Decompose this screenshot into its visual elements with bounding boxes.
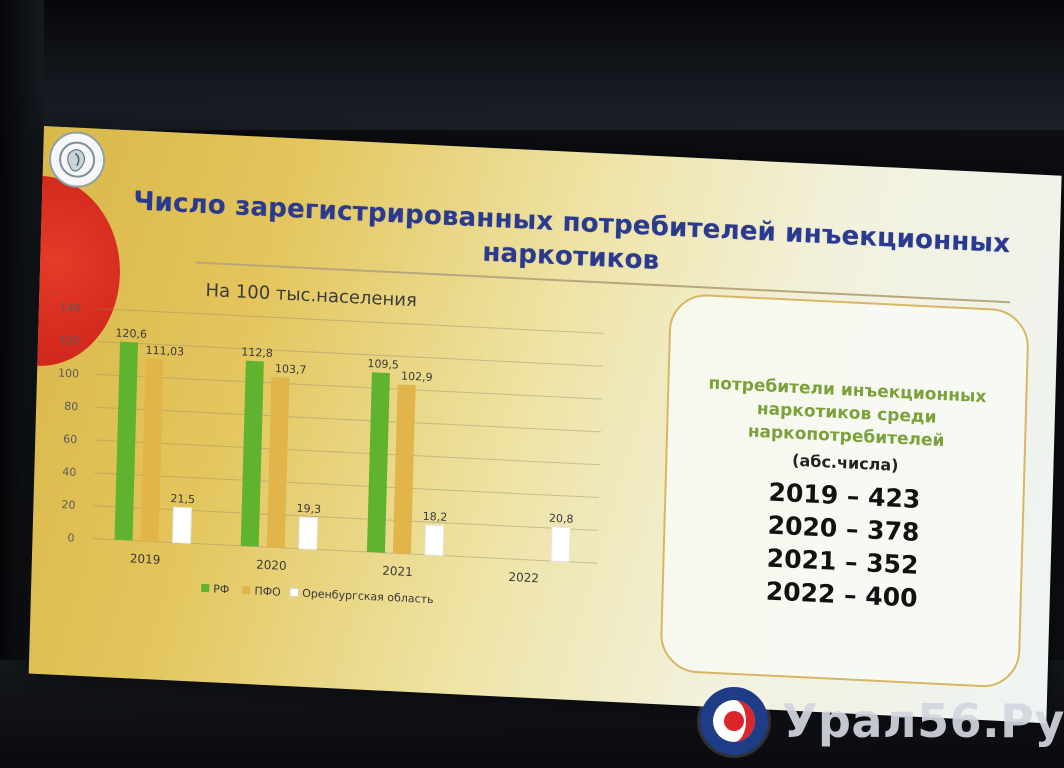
chart-x-axis: 2019 2020 2021 2022	[130, 551, 540, 585]
data-label: 21,5	[170, 492, 195, 506]
bar	[140, 358, 164, 542]
bar	[240, 360, 264, 547]
x-tick-label: 2020	[256, 558, 287, 573]
chart-y-axis: 0 20 40 60 80 100 120 140	[58, 301, 81, 545]
bar	[366, 372, 390, 553]
data-label: 111,03	[145, 344, 184, 359]
y-tick-label: 100	[58, 367, 79, 381]
y-tick-label: 60	[63, 433, 77, 447]
data-label: 19,3	[296, 502, 321, 516]
bar	[298, 516, 319, 551]
legend-swatch	[201, 583, 210, 593]
x-tick-label: 2022	[508, 570, 539, 585]
data-label: 109,5	[367, 357, 399, 372]
y-tick-label: 80	[64, 400, 78, 414]
bar	[114, 341, 139, 541]
gridline	[94, 472, 600, 499]
y-tick-label: 40	[62, 465, 76, 479]
logo-emblem-icon	[59, 141, 96, 178]
legend-label: РФ	[213, 582, 229, 596]
data-label: 18,2	[423, 510, 448, 524]
x-tick-label: 2019	[130, 551, 161, 566]
info-box: потребители инъекционных наркотиков сред…	[659, 292, 1030, 689]
site-watermark: Урал56.Ру	[700, 686, 1064, 756]
gridline	[98, 308, 604, 334]
presentation-slide: Число зарегистрированных потребителей ин…	[28, 126, 1062, 724]
organization-logo	[48, 130, 106, 189]
bar	[266, 376, 290, 548]
info-description: потребители инъекционных наркотиков сред…	[678, 371, 1016, 456]
bar	[550, 526, 571, 563]
legend-swatch	[242, 585, 251, 595]
y-tick-label: 0	[67, 531, 74, 544]
info-rows: 2019 – 423 2020 – 378 2021 – 352 2022 – …	[673, 471, 1013, 619]
bar	[171, 506, 192, 544]
data-label: 20,8	[549, 512, 574, 526]
gridline	[96, 406, 602, 433]
bar	[392, 384, 416, 555]
legend-label: ПФО	[254, 584, 281, 598]
site-logo-graphic	[704, 691, 764, 751]
chart-legend: РФ ПФО Оренбургская область	[201, 582, 434, 606]
legend-swatch	[289, 587, 299, 598]
site-name: Урал56.Ру	[782, 694, 1064, 748]
gridline	[97, 373, 602, 400]
background-top	[0, 0, 1064, 130]
gridline	[95, 439, 601, 466]
data-label: 103,7	[275, 362, 307, 377]
y-tick-label: 20	[61, 498, 75, 512]
legend-label: Оренбургская область	[302, 587, 434, 606]
data-label: 112,8	[241, 345, 273, 360]
gridline	[92, 538, 598, 564]
gridline	[98, 341, 603, 367]
data-label: 120,6	[115, 326, 147, 341]
data-label: 102,9	[401, 370, 433, 385]
x-tick-label: 2021	[382, 564, 413, 579]
y-tick-label: 120	[59, 334, 80, 348]
gridline	[93, 505, 599, 531]
bar	[424, 524, 445, 557]
site-logo-icon	[700, 687, 768, 755]
y-tick-label: 140	[60, 301, 81, 315]
